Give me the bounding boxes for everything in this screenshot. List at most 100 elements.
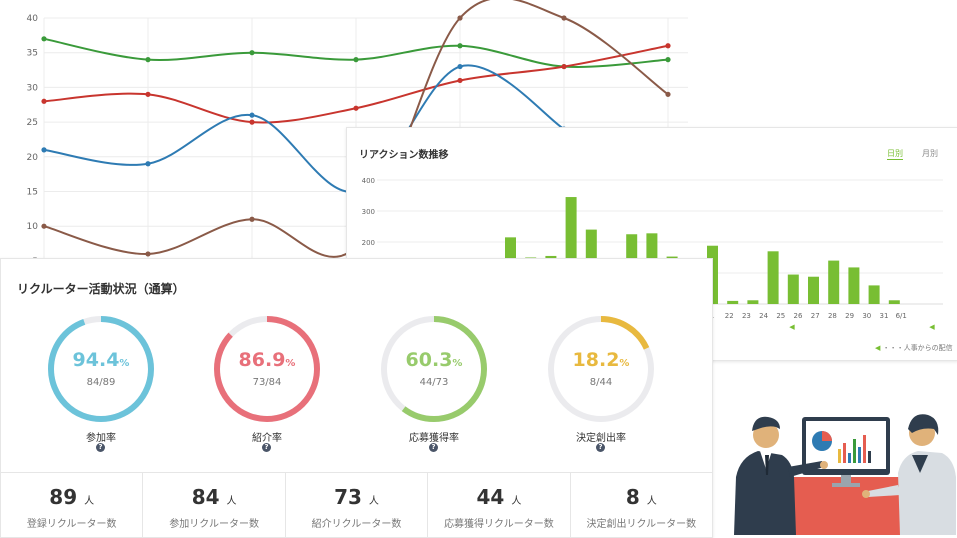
bar[interactable]: [868, 285, 880, 304]
data-point: [353, 57, 359, 63]
gauge-ring: [214, 316, 320, 422]
data-point: [561, 63, 567, 70]
stat-number: 89 人: [49, 485, 95, 509]
bar[interactable]: [848, 267, 860, 304]
x-tick-label: 24: [759, 312, 768, 320]
gauge-label: 決定創出率: [576, 433, 626, 444]
x-tick-label: 28: [828, 312, 837, 320]
gauge-referral: 86.9% 73/84 紹介率 ?: [211, 313, 323, 452]
data-point: [145, 251, 151, 257]
gauge-label: 応募獲得率: [409, 433, 459, 444]
gauge-label: 参加率: [86, 433, 116, 444]
y-tick-label: 400: [362, 177, 375, 185]
x-tick-label: 30: [862, 312, 871, 320]
reaction-legend: ◀ ・・・人事からの配信: [875, 343, 953, 353]
y-tick-label: 25: [27, 118, 38, 128]
gauge-value: 94.4%: [72, 349, 130, 371]
x-tick-label: 27: [811, 312, 820, 320]
gauge-application: 60.3% 44/73 応募獲得率 ?: [378, 313, 490, 452]
data-point: [249, 50, 255, 56]
gauge-value: 18.2%: [572, 349, 630, 371]
recruiter-title: リクルーター活動状況（通算）: [17, 282, 185, 296]
data-point: [457, 63, 463, 70]
gauge-ratio: 44/73: [419, 377, 449, 388]
recruiter-panel: リクルーター活動状況（通算） 94.4% 84/89 参加率 ? 86.9% 7…: [0, 258, 713, 538]
data-point: [665, 57, 671, 63]
help-icon[interactable]: ?: [96, 443, 105, 452]
gauge-ring: [48, 316, 154, 422]
gauge-ratio: 8/44: [589, 377, 613, 388]
stat-participating: 84 人 参加リクルーター数: [143, 473, 286, 537]
y-tick-label: 20: [27, 153, 39, 163]
megaphone-icon: ◀: [875, 344, 881, 352]
stat-label: 応募獲得リクルーター数: [444, 519, 554, 530]
gauge-progress: [381, 316, 487, 422]
bar[interactable]: [888, 300, 900, 304]
stat-decision: 8 人 決定創出リクルーター数: [571, 473, 712, 537]
y-tick-label: 35: [27, 49, 38, 59]
stat-number: 73 人: [334, 485, 379, 509]
stat-number: 84 人: [191, 485, 237, 509]
data-point: [145, 161, 151, 167]
help-icon[interactable]: ?: [262, 443, 271, 452]
stats-row: 89 人 登録リクルーター数 84 人 参加リクルーター数 73 人 紹介リクル…: [1, 472, 712, 537]
x-tick-label: 6/1: [896, 312, 907, 320]
y-tick-label: 40: [27, 14, 39, 24]
gauge-participation: 94.4% 84/89 参加率 ?: [45, 313, 157, 452]
stat-number: 44 人: [476, 485, 522, 509]
gauge-decision: 18.2% 8/44 決定創出率 ?: [545, 313, 657, 452]
data-point: [145, 91, 151, 97]
data-point: [665, 43, 671, 49]
tab-daily[interactable]: 日別: [887, 149, 903, 160]
data-point: [41, 223, 47, 229]
x-tick-label: 26: [794, 312, 803, 320]
x-tick-label: 31: [880, 312, 889, 320]
gauge-label: 紹介率: [252, 433, 282, 444]
gauge-progress: [548, 316, 654, 422]
bar[interactable]: [828, 260, 840, 304]
help-icon[interactable]: ?: [429, 443, 438, 452]
reaction-legend-text: ・・・人事からの配信: [882, 344, 953, 352]
gauge-value: 86.9%: [238, 349, 296, 371]
x-tick-label: 22: [725, 312, 734, 320]
stat-application: 44 人 応募獲得リクルーター数: [428, 473, 571, 537]
bar[interactable]: [747, 300, 759, 304]
gauge-ratio: 84/89: [86, 377, 116, 388]
stat-registered: 89 人 登録リクルーター数: [1, 473, 144, 537]
megaphone-icon: ◀: [929, 323, 935, 331]
x-tick-label: 29: [845, 312, 854, 320]
data-point: [249, 216, 255, 222]
data-point: [249, 112, 255, 118]
y-tick-label: 200: [362, 239, 375, 247]
data-point: [145, 57, 151, 63]
x-tick-label: 23: [742, 312, 751, 320]
stat-label: 決定創出リクルーター数: [586, 519, 697, 530]
x-tick-label: 25: [776, 312, 785, 320]
data-point: [41, 147, 47, 153]
help-icon[interactable]: ?: [596, 443, 605, 452]
gauge-ring: [548, 316, 654, 422]
y-tick-label: 300: [362, 208, 375, 216]
y-tick-label: 30: [27, 83, 39, 93]
bar[interactable]: [787, 274, 799, 304]
bar[interactable]: [727, 300, 739, 304]
stat-label: 参加リクルーター数: [169, 519, 259, 530]
stat-label: 登録リクルーター数: [26, 519, 117, 530]
data-point: [457, 43, 463, 49]
bar[interactable]: [808, 276, 819, 304]
gauge-ring: [381, 316, 487, 422]
reaction-title: リアクション数推移: [359, 150, 449, 161]
data-point: [561, 15, 567, 21]
gauge-ratio: 73/84: [252, 377, 282, 388]
bar[interactable]: [767, 251, 779, 304]
business-meeting-illustration: [734, 414, 956, 535]
data-point: [665, 91, 671, 97]
bar[interactable]: [565, 197, 577, 304]
data-point: [249, 119, 255, 125]
data-point: [41, 36, 47, 42]
stat-label: 紹介リクルーター数: [311, 519, 402, 530]
tab-monthly[interactable]: 月別: [922, 149, 938, 158]
data-point: [457, 77, 463, 84]
y-tick-label: 15: [27, 188, 38, 198]
y-tick-label: 10: [27, 222, 39, 232]
